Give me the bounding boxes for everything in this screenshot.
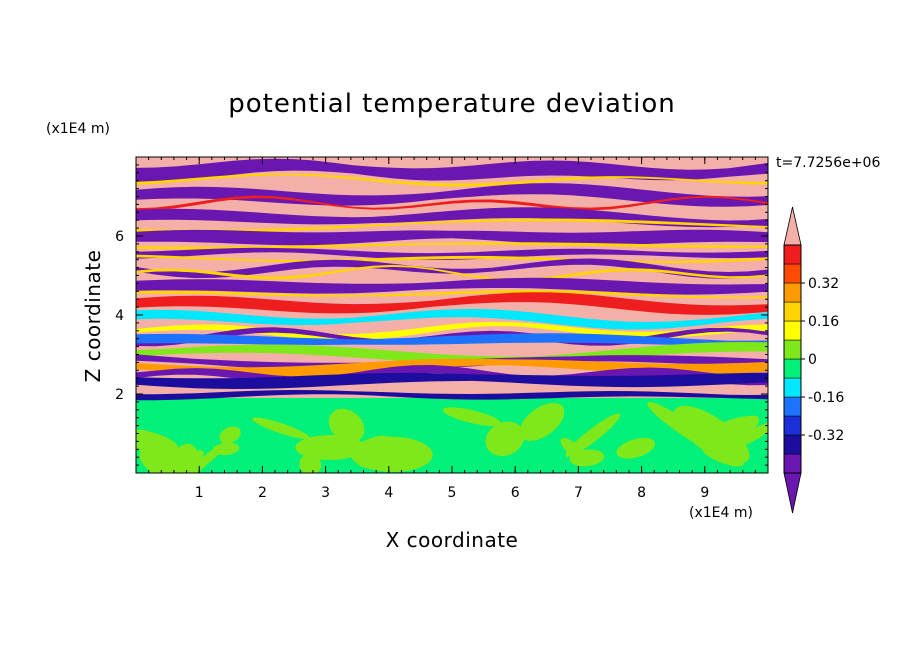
band [136,183,768,207]
colorbar-swatch [783,301,802,322]
colorbar-swatch [783,320,802,341]
patch [733,421,768,448]
colorbar-under-triangle [783,472,802,514]
x-tick-label: 7 [574,485,583,501]
x-tick-label: 8 [637,485,646,501]
patch [519,402,565,441]
colorbar-swatch [783,377,802,398]
colorbar-over-triangle [783,206,802,246]
x-axis-label: X coordinate [386,528,519,552]
band [136,372,768,389]
patch [616,437,656,459]
y-axis-ticks: 2 4 6 [115,164,768,466]
colorbar-label: 0.16 [808,314,839,330]
band [136,308,768,330]
y-axis-label: Z coordinate [81,250,105,383]
patch [295,435,365,460]
stable-layer-patches [136,402,768,473]
x-tick-label: 5 [448,485,457,501]
patch [565,413,621,457]
x-tick-label: 9 [700,485,709,501]
band [136,247,768,260]
colorbar-label: -0.32 [808,428,844,444]
patch [212,442,240,456]
x-tick-label: 1 [195,485,204,501]
patch [252,417,310,439]
x-tick-label: 4 [384,485,393,501]
field-bands [136,158,768,401]
time-label: t=7.7256e+06 [776,155,880,171]
band [136,358,768,378]
patch [163,439,231,473]
x-axis-ticks: 1 2 3 4 5 6 7 8 9 [148,157,769,501]
colorbar-swatch [783,263,802,284]
patch [173,443,198,473]
band [136,207,768,228]
x-unit-label: (x1E4 m) [689,505,753,521]
band-edge [136,173,768,187]
y-tick-label: 4 [115,308,124,324]
patch [299,453,322,473]
patch [702,446,744,467]
band [136,390,768,401]
band [136,333,768,347]
colorbar-label: 0 [808,352,817,368]
y-tick-label: 6 [115,229,124,245]
colorbar: 0.32 0.16 0 -0.16 -0.32 [783,206,844,514]
y-tick-label: 2 [115,387,124,403]
plot-area [136,157,768,473]
colorbar-swatch [783,244,802,265]
chart-title: potential temperature deviation [228,89,675,119]
colorbar-label: -0.16 [808,390,844,406]
patch [219,426,241,444]
patch [673,405,750,464]
band-edge [136,264,768,282]
colorbar-swatch [783,282,802,303]
band [136,258,768,279]
colorbar-swatch [783,358,802,379]
patch [136,428,179,455]
patch [485,421,525,457]
patch [442,407,501,426]
x-tick-label: 2 [258,485,267,501]
band-edge [136,289,768,299]
patch [704,415,760,454]
colorbar-label: 0.32 [808,276,839,292]
colorbar-swatch [783,396,802,417]
patch [328,408,365,443]
colorbar-swatch [783,453,802,474]
colorbar-swatch [783,339,802,360]
patch [569,449,605,467]
colorbar-swatch [783,434,802,455]
patch [350,436,433,473]
x-tick-label: 3 [321,485,330,501]
band [136,277,768,295]
band [136,229,768,246]
x-tick-label: 6 [511,485,520,501]
band-edge [136,218,768,233]
y-unit-label: (x1E4 m) [46,121,110,137]
colorbar-swatch [783,415,802,436]
band [136,292,768,315]
band-edge [136,242,768,250]
band-edge [136,195,768,212]
